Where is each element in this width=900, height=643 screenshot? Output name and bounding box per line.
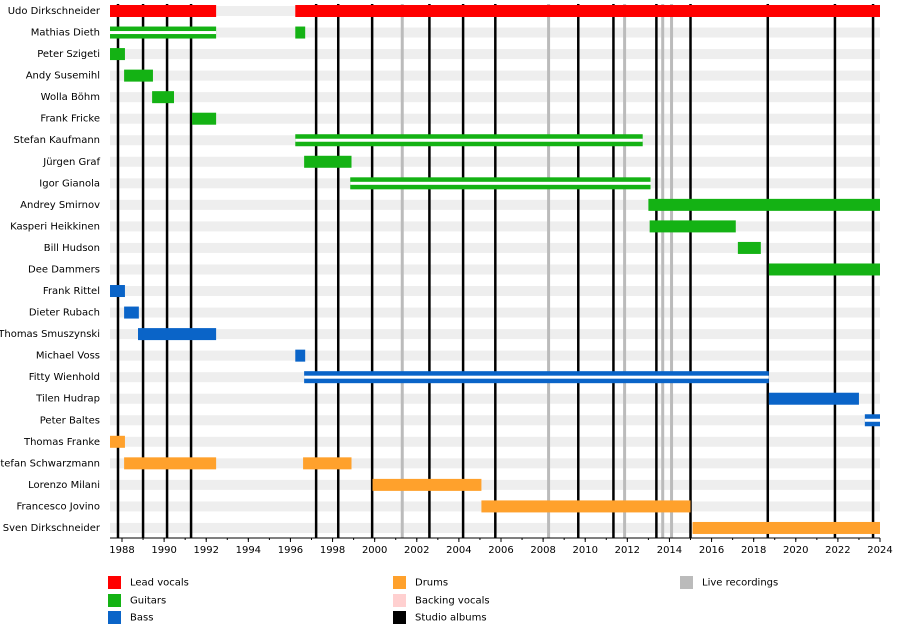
x-tick-label: 2004 bbox=[446, 545, 471, 556]
legend-swatch bbox=[393, 594, 406, 607]
member-bar bbox=[138, 328, 217, 341]
legend-label: Lead vocals bbox=[130, 578, 189, 589]
member-bar bbox=[372, 478, 482, 491]
x-tick-label: 2002 bbox=[404, 545, 429, 556]
backing-vocals-stripe bbox=[864, 418, 880, 422]
member-bar bbox=[110, 48, 125, 61]
member-bar bbox=[768, 392, 859, 405]
x-tick-label: 1992 bbox=[193, 545, 218, 556]
x-tick-label: 2018 bbox=[741, 545, 766, 556]
member-name: Thomas Smuszynski bbox=[0, 329, 100, 340]
member-bar bbox=[110, 285, 125, 298]
legend-swatch bbox=[108, 594, 121, 607]
member-name: Mathias Dieth bbox=[31, 28, 100, 39]
backing-vocals-stripe bbox=[304, 375, 769, 379]
x-tick-label: 2008 bbox=[530, 545, 555, 556]
member-name: Frank Fricke bbox=[40, 114, 100, 125]
x-tick-label: 1988 bbox=[109, 545, 134, 556]
member-name: Thomas Franke bbox=[23, 437, 100, 448]
member-bar bbox=[124, 306, 139, 319]
legend-swatch bbox=[108, 611, 121, 624]
member-bar bbox=[768, 263, 880, 276]
member-name: Lorenzo Milani bbox=[28, 480, 100, 491]
member-name: Andy Susemihl bbox=[26, 71, 100, 82]
x-tick-label: 1996 bbox=[278, 545, 303, 556]
x-tick-label: 1998 bbox=[320, 545, 345, 556]
member-bar bbox=[124, 69, 153, 82]
x-tick-label: 2016 bbox=[699, 545, 724, 556]
member-bar bbox=[737, 241, 761, 254]
member-name: Stefan Schwarzmann bbox=[0, 458, 100, 469]
member-name: Andrey Smirnov bbox=[20, 200, 100, 211]
member-bar bbox=[649, 220, 736, 233]
member-name: Peter Baltes bbox=[40, 415, 100, 426]
x-tick-label: 2022 bbox=[825, 545, 850, 556]
legend-label: Live recordings bbox=[702, 578, 778, 589]
legend-swatch bbox=[393, 576, 406, 589]
member-bar bbox=[648, 198, 880, 211]
member-bar bbox=[295, 349, 306, 362]
legend-swatch bbox=[680, 576, 693, 589]
member-bar bbox=[110, 435, 125, 448]
x-tick-label: 2020 bbox=[783, 545, 808, 556]
legend-swatch bbox=[393, 611, 406, 624]
member-name: Dee Dammers bbox=[28, 264, 100, 275]
member-name: Fitty Wienhold bbox=[29, 372, 100, 383]
member-name: Bill Hudson bbox=[44, 243, 100, 254]
member-name: Tilen Hudrap bbox=[35, 394, 100, 405]
member-name: Dieter Rubach bbox=[29, 308, 100, 319]
member-name: Sven Dirkschneider bbox=[3, 523, 101, 534]
legend-label: Studio albums bbox=[415, 613, 487, 624]
x-tick-label: 2010 bbox=[572, 545, 597, 556]
legend-label: Bass bbox=[130, 613, 153, 624]
member-bar bbox=[192, 112, 217, 125]
x-tick-label: 1990 bbox=[151, 545, 176, 556]
backing-vocals-stripe bbox=[295, 138, 643, 142]
backing-vocals-stripe bbox=[110, 31, 217, 35]
x-tick-label: 2014 bbox=[657, 545, 682, 556]
legend-swatch bbox=[108, 576, 121, 589]
member-name: Udo Dirkschneider bbox=[8, 6, 101, 17]
legend-label: Drums bbox=[415, 578, 448, 589]
member-bar bbox=[303, 457, 352, 470]
backing-vocals-stripe bbox=[350, 181, 651, 185]
member-bar bbox=[304, 155, 352, 168]
member-bar bbox=[295, 26, 306, 39]
x-tick-label: 2000 bbox=[362, 545, 387, 556]
legend-label: Backing vocals bbox=[415, 596, 490, 607]
member-bar bbox=[295, 5, 881, 17]
member-bar bbox=[481, 500, 691, 513]
x-tick-label: 2006 bbox=[488, 545, 513, 556]
member-name: Francesco Jovino bbox=[17, 501, 100, 512]
member-bar bbox=[692, 521, 880, 534]
x-tick-label: 2024 bbox=[867, 545, 892, 556]
x-tick-label: 1994 bbox=[236, 545, 261, 556]
member-name: Frank Rittel bbox=[43, 286, 100, 297]
member-name: Kasperi Heikkinen bbox=[10, 221, 100, 232]
x-tick-label: 2012 bbox=[615, 545, 640, 556]
member-name: Michael Voss bbox=[36, 351, 100, 362]
member-name: Igor Gianola bbox=[39, 178, 100, 189]
member-name: Stefan Kaufmann bbox=[14, 135, 101, 146]
member-name: Wolla Böhm bbox=[41, 92, 100, 103]
member-bar bbox=[110, 5, 217, 17]
member-name: Jürgen Graf bbox=[42, 157, 100, 168]
member-bar bbox=[152, 91, 175, 104]
member-bar bbox=[124, 457, 217, 470]
legend-label: Guitars bbox=[130, 596, 166, 607]
member-name: Peter Szigeti bbox=[37, 49, 100, 60]
